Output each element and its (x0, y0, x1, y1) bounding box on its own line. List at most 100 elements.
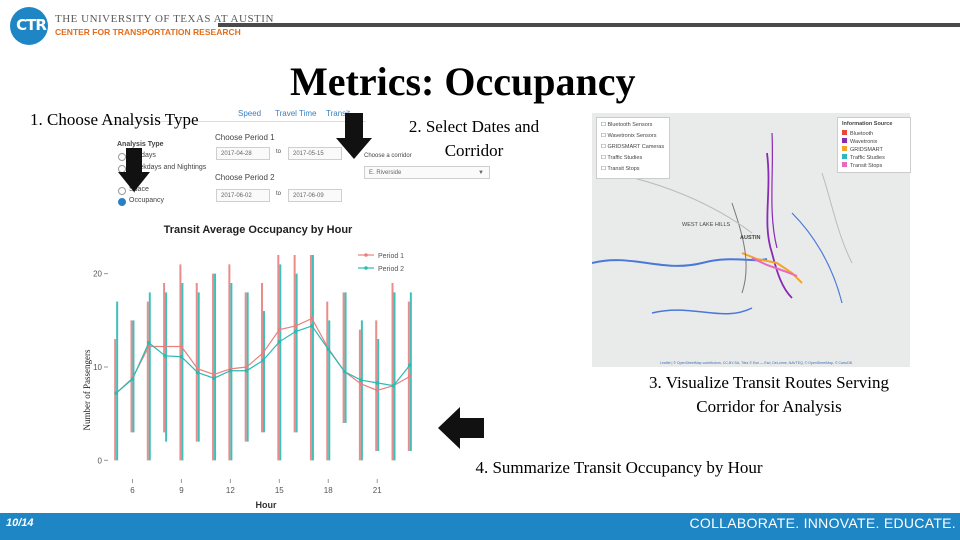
data-point (179, 344, 184, 349)
step-2-text: 2. Select Dates and Corridor (408, 117, 540, 160)
data-point (261, 351, 265, 355)
radio-holidays[interactable] (118, 153, 126, 161)
data-point (342, 369, 347, 374)
data-point (375, 381, 380, 385)
tab-speed[interactable]: Speed (238, 109, 262, 118)
info-swatch (842, 130, 847, 135)
tab-underline (104, 121, 366, 122)
data-point (359, 382, 363, 386)
radio-space[interactable] (118, 187, 126, 195)
layer-traffic-studies[interactable]: ☐ Traffic Studies (601, 155, 643, 161)
map-place-austin: AUSTIN (740, 235, 761, 241)
option-holidays: Holidays (129, 152, 156, 159)
info-label: Transit Stops (850, 163, 883, 169)
y-tick-label: 0 (98, 456, 103, 465)
map-attribution: Leaflet | © OpenStreetMap contributors, … (660, 361, 852, 365)
chevron-down-icon: ▼ (478, 170, 484, 176)
occupancy-chart: Transit Average Occupancy by Hour Number… (82, 224, 412, 510)
step-3-text: 3. Visualize Transit Routes Serving Corr… (649, 373, 889, 416)
university-name: THE UNIVERSITY OF TEXAS AT AUSTIN (55, 13, 274, 25)
data-point (310, 316, 314, 321)
arrow-left-icon (438, 407, 484, 449)
step-4-text: 4. Summarize Transit Occupancy by Hour (475, 458, 763, 477)
layer-gridsmart[interactable]: ☐ GRIDSMART Cameras (601, 144, 665, 150)
footer-motto: COLLABORATE. INNOVATE. EDUCATE. (689, 515, 956, 531)
data-point (212, 372, 216, 377)
ctr-logo-text: CTR (16, 16, 47, 34)
map-canvas (592, 132, 853, 315)
info-swatch (842, 138, 847, 143)
data-point (179, 354, 184, 359)
info-label: GRIDSMART (850, 147, 883, 153)
period2-from-field[interactable]: 2017-06-02 (216, 189, 270, 202)
info-swatch (842, 154, 847, 159)
tab-travel-time[interactable]: Travel Time (275, 109, 317, 118)
data-point (212, 376, 216, 380)
data-point (408, 363, 412, 367)
period2-to-field[interactable]: 2017-06-09 (288, 189, 342, 202)
data-point (293, 324, 298, 328)
option-weekdays: Weekdays and Nightings (129, 164, 207, 171)
data-point (391, 383, 396, 388)
data-point (244, 365, 249, 369)
x-tick-label: 9 (179, 486, 184, 495)
tab-transit[interactable]: Transit (326, 109, 351, 118)
legend-marker (364, 253, 368, 257)
chart-legend: Period 1 Period 2 (358, 253, 404, 273)
ctr-logo (10, 7, 48, 45)
header-rule (218, 23, 960, 27)
layer-transit-stops[interactable]: ☐ Transit Stops (601, 166, 640, 172)
period1-label: Choose Period 1 (215, 133, 275, 142)
chart-ticks: 0 10 20 6 9 12 15 18 21 (93, 270, 382, 495)
y-tick-label: 20 (93, 270, 102, 279)
period1-from-field[interactable]: 2017-04-28 (216, 147, 270, 160)
data-point (163, 344, 167, 349)
data-point (359, 378, 363, 382)
layer-bluetooth[interactable]: ☐ Bluetooth Sensors (601, 122, 653, 128)
data-point (310, 324, 314, 328)
map-info-box: Information Source Bluetooth Wavetronix GR… (837, 117, 911, 173)
data-point (277, 340, 282, 344)
info-title: Information Source (842, 121, 893, 127)
info-swatch (842, 162, 847, 167)
info-item: Transit Stops (842, 162, 882, 169)
radio-occupancy[interactable] (118, 198, 126, 206)
info-item: Traffic Studies (842, 154, 885, 161)
legend-label: Period 2 (378, 266, 404, 273)
data-point (228, 368, 233, 373)
period2-label: Choose Period 2 (215, 173, 275, 182)
map-layer-legend: ☐ Bluetooth Sensors ☐ Wavetronix Sensors… (596, 117, 670, 179)
period1-to-field[interactable]: 2017-05-15 (288, 147, 342, 160)
data-point (408, 374, 412, 379)
x-tick-label: 21 (373, 486, 382, 495)
slide-title: Metrics: Occupancy (290, 59, 636, 104)
x-tick-label: 12 (226, 486, 235, 495)
data-point (244, 368, 249, 373)
corridor-value: E. Riverside (369, 170, 402, 176)
arrow-down-icon (336, 113, 372, 159)
arrow-down-icon (118, 148, 150, 192)
data-point (130, 377, 135, 381)
x-tick-label: 18 (324, 486, 333, 495)
step-1-text: 1. Choose Analysis Type (30, 110, 199, 129)
chart-x-axis-label: Hour (256, 500, 277, 510)
info-item: Wavetronix (842, 138, 877, 145)
layer-wavetronix[interactable]: ☐ Wavetronix Sensors (601, 133, 657, 139)
corridor-label: Choose a corridor (364, 153, 412, 159)
data-point (261, 358, 265, 363)
info-label: Traffic Studies (850, 155, 885, 161)
center-name: CENTER FOR TRANSPORTATION RESEARCH (55, 27, 241, 37)
x-tick-label: 15 (275, 486, 284, 495)
data-point (114, 391, 118, 395)
option-occupancy: Occupancy (129, 197, 165, 204)
corridor-select[interactable]: E. Riverside ▼ (364, 166, 490, 179)
legend-label: Period 1 (378, 253, 404, 260)
data-point (195, 370, 200, 375)
chart-marks (114, 255, 412, 461)
data-point (277, 327, 282, 332)
x-tick-label: 6 (130, 486, 135, 495)
data-point (326, 347, 331, 352)
chart-y-axis-label: Number of Passengers (82, 349, 92, 430)
data-point (293, 329, 298, 334)
info-label: Bluetooth (850, 131, 874, 137)
